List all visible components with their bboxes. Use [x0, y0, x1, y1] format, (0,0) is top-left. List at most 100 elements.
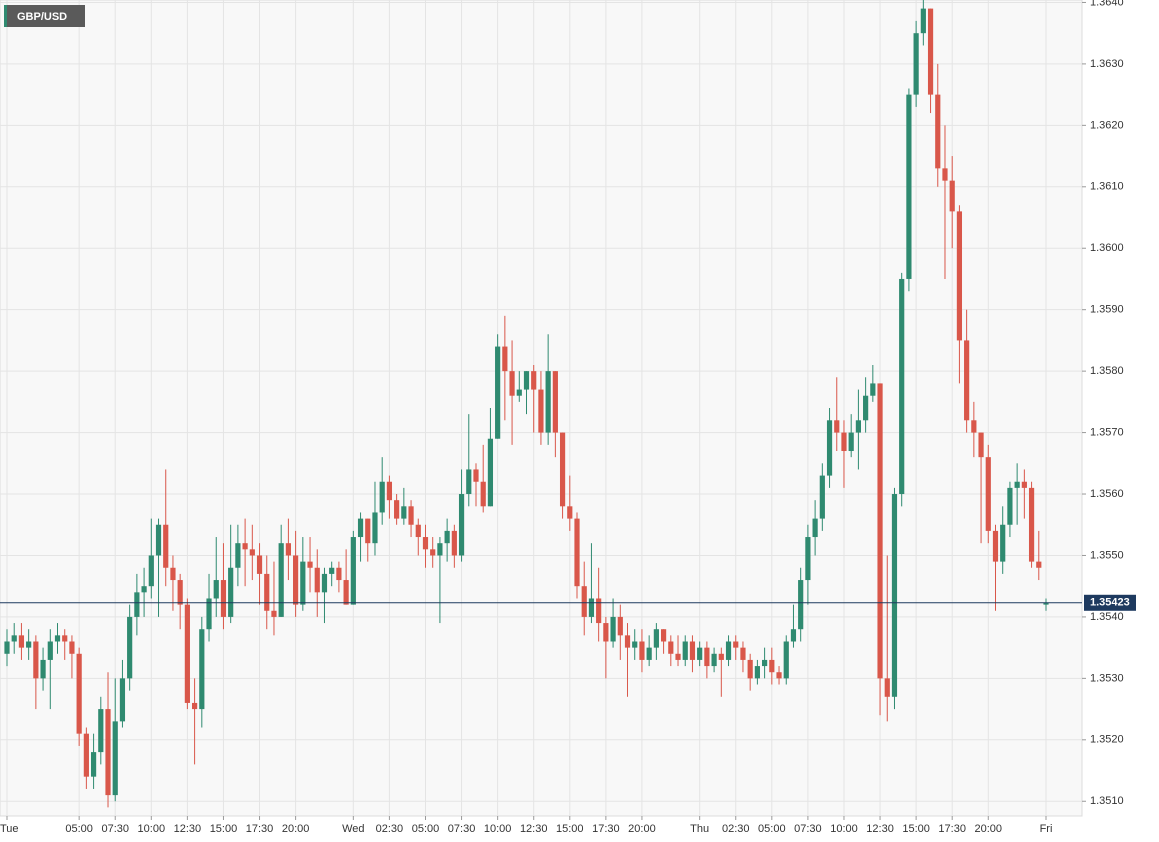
- candle-body: [711, 653, 717, 667]
- candle-body: [394, 500, 400, 519]
- candle-body: [769, 659, 775, 673]
- candle-body: [451, 530, 457, 556]
- y-tick-label: 1.3550: [1090, 549, 1124, 561]
- candle-body: [495, 346, 501, 439]
- candle-body: [740, 647, 746, 660]
- candle-body: [285, 543, 291, 556]
- candle-body: [314, 567, 320, 593]
- candle-body: [199, 629, 205, 710]
- candle-body: [509, 371, 515, 396]
- candle-body: [704, 647, 710, 667]
- candle-body: [127, 616, 133, 679]
- candle-body: [83, 733, 89, 777]
- x-tick-label: 10:00: [830, 823, 858, 835]
- candle-body: [134, 592, 140, 617]
- candle-body: [920, 8, 926, 34]
- candle-body: [90, 752, 97, 777]
- candle-body: [855, 420, 862, 433]
- candle-body: [660, 629, 667, 642]
- candle-body: [213, 580, 219, 599]
- candle-body: [350, 537, 356, 605]
- candle-body: [1043, 602, 1049, 605]
- candle-body: [1028, 487, 1035, 562]
- candle-body: [848, 432, 854, 452]
- candle-body: [841, 432, 847, 452]
- candle-body: [805, 537, 811, 581]
- candle-body: [386, 481, 393, 501]
- candle-body: [581, 586, 587, 617]
- candle-body: [47, 641, 53, 660]
- x-tick-label: 07:30: [101, 823, 129, 835]
- candle-body: [949, 180, 955, 212]
- x-tick-label: Tue: [0, 823, 19, 835]
- candle-body: [559, 432, 566, 507]
- candle-body: [834, 420, 840, 433]
- candle-body: [480, 481, 486, 507]
- candle-body: [1007, 487, 1013, 525]
- candle-body: [906, 94, 912, 279]
- x-tick-label: 05:00: [758, 823, 786, 835]
- x-tick-label: 15:00: [556, 823, 584, 835]
- candle-body: [487, 438, 494, 507]
- candle-body: [264, 573, 270, 611]
- candle-body: [733, 641, 739, 648]
- candle-body: [754, 666, 760, 679]
- candle-body: [220, 580, 227, 617]
- candle-body: [307, 561, 313, 568]
- candle-body: [430, 549, 436, 556]
- y-tick-label: 1.3590: [1090, 304, 1124, 316]
- candle-body: [357, 518, 364, 538]
- candle-body: [617, 616, 623, 636]
- y-tick-label: 1.3620: [1090, 119, 1124, 131]
- x-tick-label: 02:30: [376, 823, 404, 835]
- x-tick-label: 17:30: [246, 823, 274, 835]
- candle-body: [798, 580, 804, 630]
- candle-body: [119, 678, 126, 722]
- candle-body: [33, 641, 39, 679]
- x-tick-label: 17:30: [938, 823, 966, 835]
- candle-body: [54, 635, 61, 642]
- candle-body: [40, 659, 46, 679]
- candle-body: [812, 518, 818, 538]
- x-tick-label: 15:00: [902, 823, 930, 835]
- candle-body: [971, 420, 977, 433]
- candle-body: [531, 371, 537, 390]
- candle-body: [206, 598, 212, 630]
- axis-labels: 1.3510 1.3520 1.3530 1.3540 1.3550 1.3560 1.35…: [0, 0, 1136, 835]
- x-tick-label: 05:00: [65, 823, 93, 835]
- candle-body: [177, 580, 183, 605]
- candle-body: [155, 524, 162, 556]
- candle-body: [747, 659, 753, 679]
- candle-body: [18, 635, 25, 648]
- candle-body: [228, 567, 234, 617]
- candle-body: [271, 610, 277, 617]
- candle-body: [11, 635, 17, 642]
- candle-body: [992, 530, 999, 562]
- x-tick-label: 17:30: [592, 823, 620, 835]
- candle-body: [523, 371, 530, 390]
- candle-body: [891, 494, 898, 697]
- candle-body: [776, 672, 782, 679]
- candle-body: [927, 8, 934, 95]
- candle-body: [422, 537, 429, 550]
- candle-body: [632, 641, 638, 648]
- candle-body: [826, 420, 833, 476]
- candle-body: [300, 561, 306, 605]
- candle-body: [98, 709, 104, 753]
- candle-body: [4, 641, 10, 654]
- y-tick-label: 1.3530: [1090, 672, 1124, 684]
- x-tick-label: 12:30: [866, 823, 894, 835]
- candle-body: [293, 555, 299, 605]
- candle-body: [567, 506, 573, 519]
- candle-body: [624, 635, 631, 648]
- candle-body: [401, 506, 407, 519]
- x-tick-label: 12:30: [520, 823, 548, 835]
- candle-body: [278, 543, 284, 617]
- candle-body: [26, 641, 32, 648]
- candle-body: [610, 616, 616, 642]
- candle-body: [170, 567, 176, 581]
- candle-body: [163, 524, 169, 568]
- candle-body: [588, 598, 595, 617]
- x-tick-label: 20:00: [628, 823, 656, 835]
